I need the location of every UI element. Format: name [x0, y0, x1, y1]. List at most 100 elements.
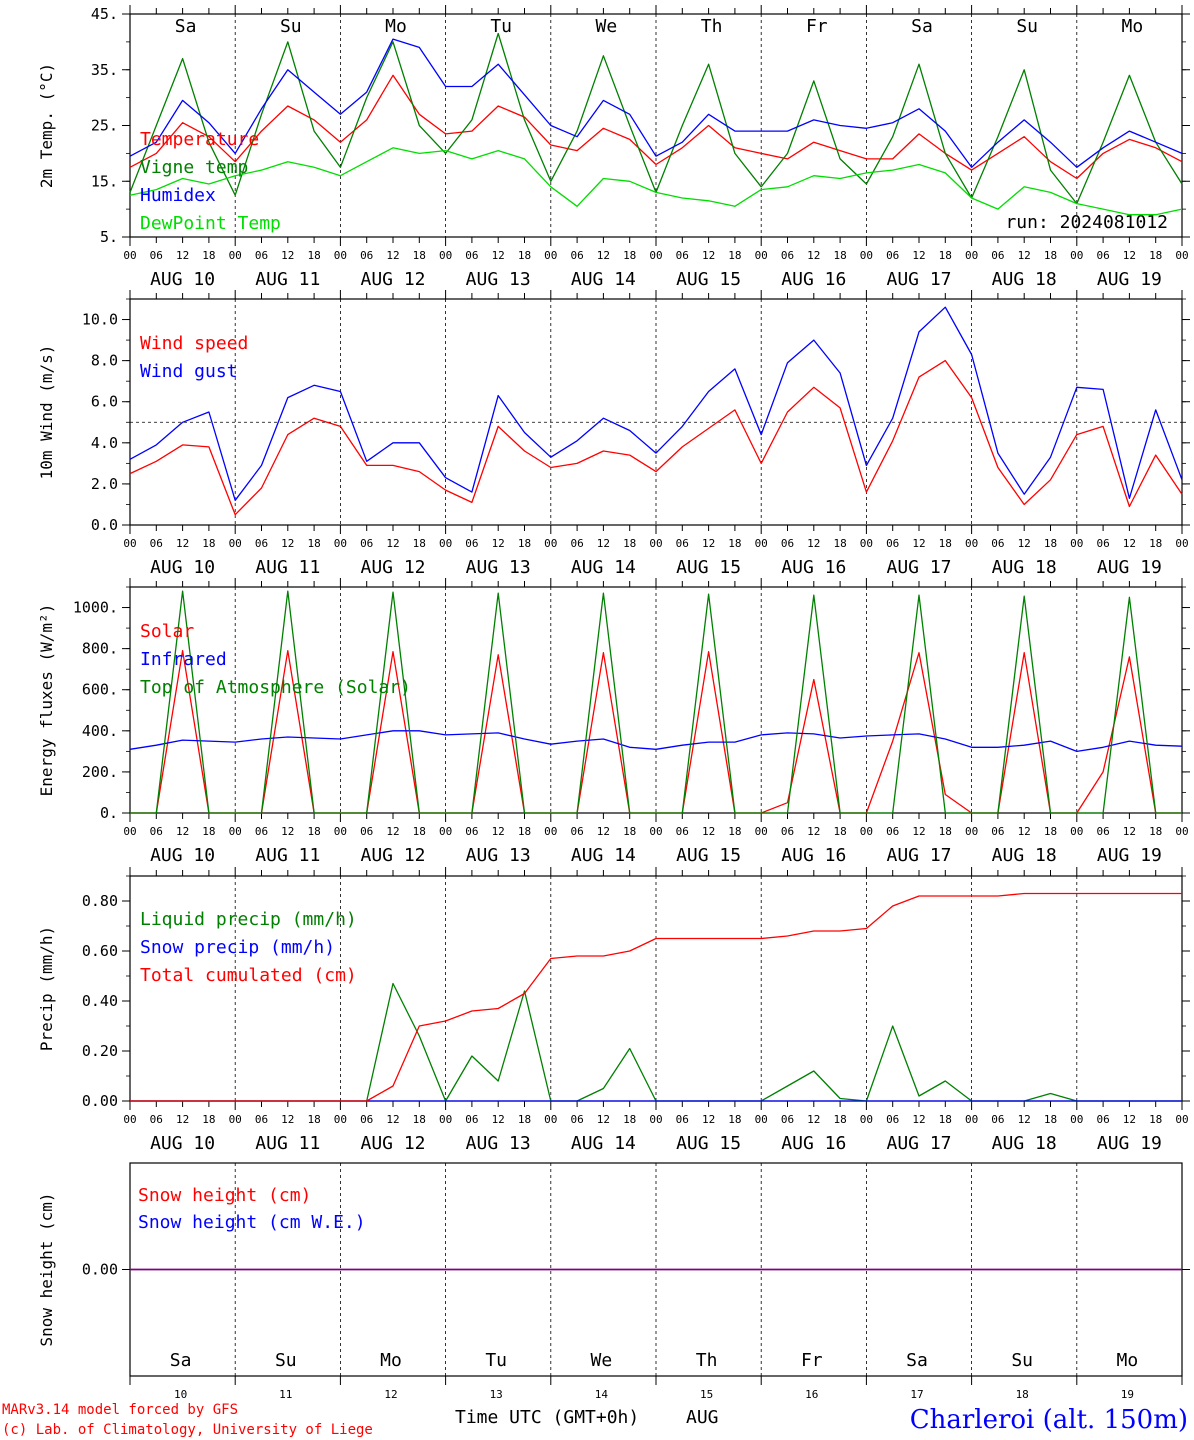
hour-tick-label: 00 — [439, 825, 452, 838]
hour-tick-label: 00 — [544, 1113, 557, 1126]
legend-entry: Humidex — [140, 185, 216, 206]
legend-entry: Vigne temp — [140, 157, 248, 178]
y-tick-label: 400. — [82, 722, 118, 740]
panel-4: 0.00 0.20 0.40 0.60 0.80 Precip (mm/h) 00 06 12 1… — [37, 867, 1190, 1154]
hour-tick-label: 12 — [492, 1113, 505, 1126]
hour-tick-label: 00 — [544, 825, 557, 838]
date-label: AUG 12 — [360, 845, 425, 866]
panel-2: 0.0 2.0 4.0 6.0 8.0 10.0 10m Wind (m/s) 00 06 12 1… — [37, 290, 1190, 578]
y-axis-label: Energy fluxes (W/m²) — [37, 604, 56, 797]
hour-tick-label: 12 — [807, 825, 820, 838]
hour-tick-label: 18 — [1149, 825, 1162, 838]
hour-tick-label: 06 — [886, 1113, 899, 1126]
hour-tick-label: 00 — [755, 1113, 768, 1126]
hour-tick-label: 18 — [202, 537, 215, 550]
weekday-label-bottom: We — [591, 1350, 613, 1371]
weekday-label-top: Tu — [490, 16, 512, 37]
hour-tick-label: 06 — [255, 537, 268, 550]
date-label: AUG 15 — [676, 557, 741, 578]
hour-tick-label: 18 — [623, 1113, 636, 1126]
hour-tick-label: 18 — [307, 537, 320, 550]
hour-tick-label: 00 — [860, 249, 873, 262]
date-label: AUG 18 — [992, 269, 1057, 290]
weekday-label-bottom: Sa — [170, 1350, 192, 1371]
hour-tick-label: 06 — [360, 825, 373, 838]
hour-tick-label: 06 — [781, 249, 794, 262]
hour-tick-label: 06 — [676, 825, 689, 838]
date-label: AUG 11 — [255, 269, 320, 290]
legend-entry: Liquid precip (mm/h) — [140, 909, 357, 930]
hour-tick-label: 00 — [1070, 537, 1083, 550]
day-number: 11 — [279, 1388, 292, 1401]
legend-entry: Snow height (cm) — [138, 1185, 311, 1206]
hour-tick-label: 00 — [123, 825, 136, 838]
hour-tick-label: 00 — [439, 249, 452, 262]
legend-entry: Infrared — [140, 649, 227, 670]
hour-tick-label: 12 — [597, 537, 610, 550]
date-label: AUG 13 — [466, 1133, 531, 1154]
hour-tick-label: 00 — [1070, 249, 1083, 262]
hour-tick-label: 06 — [991, 249, 1004, 262]
hour-tick-label: 06 — [991, 825, 1004, 838]
hour-tick-label: 00 — [1175, 825, 1188, 838]
legend-entry: Wind gust — [140, 361, 238, 382]
weekday-label-top: Fr — [806, 16, 828, 37]
weekday-label-bottom: Su — [275, 1350, 297, 1371]
y-tick-label: 0.60 — [82, 942, 118, 960]
hour-tick-label: 12 — [702, 537, 715, 550]
date-label: AUG 16 — [781, 269, 846, 290]
hour-tick-label: 06 — [465, 537, 478, 550]
hour-tick-label: 18 — [1044, 249, 1057, 262]
y-axis-label: Snow height (cm) — [37, 1192, 56, 1346]
weekday-label-top: Mo — [1122, 16, 1144, 37]
date-label: AUG 10 — [150, 269, 215, 290]
date-label: AUG 15 — [676, 845, 741, 866]
y-tick-label: 15. — [91, 172, 118, 190]
legend-entry: Total cumulated (cm) — [140, 965, 357, 986]
hour-tick-label: 00 — [123, 537, 136, 550]
weekday-label-bottom: Tu — [485, 1350, 507, 1371]
hour-tick-label: 12 — [1018, 537, 1031, 550]
hour-tick-label: 18 — [728, 1113, 741, 1126]
hour-tick-label: 06 — [781, 537, 794, 550]
hour-tick-label: 00 — [229, 537, 242, 550]
hour-tick-label: 00 — [965, 249, 978, 262]
series-line-1 — [129, 74, 1183, 180]
weekday-label-top: Th — [701, 16, 723, 37]
day-number: 14 — [595, 1388, 609, 1401]
legend-entry: Snow height (cm W.E.) — [138, 1212, 366, 1233]
hour-tick-label: 12 — [386, 1113, 399, 1126]
hour-tick-label: 00 — [755, 249, 768, 262]
hour-tick-label: 00 — [860, 825, 873, 838]
hour-tick-label: 00 — [334, 537, 347, 550]
hour-tick-label: 12 — [912, 825, 925, 838]
date-label: AUG 19 — [1097, 1133, 1162, 1154]
date-label: AUG 17 — [886, 845, 951, 866]
hour-tick-label: 12 — [281, 1113, 294, 1126]
hour-tick-label: 18 — [623, 537, 636, 550]
hour-tick-label: 12 — [281, 537, 294, 550]
hour-tick-label: 00 — [544, 537, 557, 550]
date-label: AUG 18 — [992, 845, 1057, 866]
hour-tick-label: 18 — [623, 825, 636, 838]
hour-tick-label: 12 — [807, 537, 820, 550]
hour-tick-label: 06 — [255, 1113, 268, 1126]
hour-tick-label: 00 — [755, 537, 768, 550]
date-label: AUG 13 — [466, 845, 531, 866]
date-label: AUG 12 — [360, 269, 425, 290]
date-label: AUG 19 — [1097, 557, 1162, 578]
legend-entry: Solar — [140, 621, 194, 642]
date-label: AUG 10 — [150, 845, 215, 866]
hour-tick-label: 18 — [728, 249, 741, 262]
date-label: AUG 16 — [781, 1133, 846, 1154]
hour-tick-label: 18 — [939, 249, 952, 262]
legend-entry: DewPoint Temp — [140, 213, 281, 234]
hour-tick-label: 12 — [912, 249, 925, 262]
credit-model: MARv3.14 model forced by GFS — [2, 1402, 238, 1418]
y-tick-label: 0.00 — [82, 1092, 118, 1110]
date-label: AUG 14 — [571, 1133, 636, 1154]
y-tick-label: 0. — [100, 804, 118, 822]
series-line-2 — [129, 306, 1183, 501]
hour-tick-label: 06 — [570, 249, 583, 262]
hour-tick-label: 06 — [150, 249, 163, 262]
